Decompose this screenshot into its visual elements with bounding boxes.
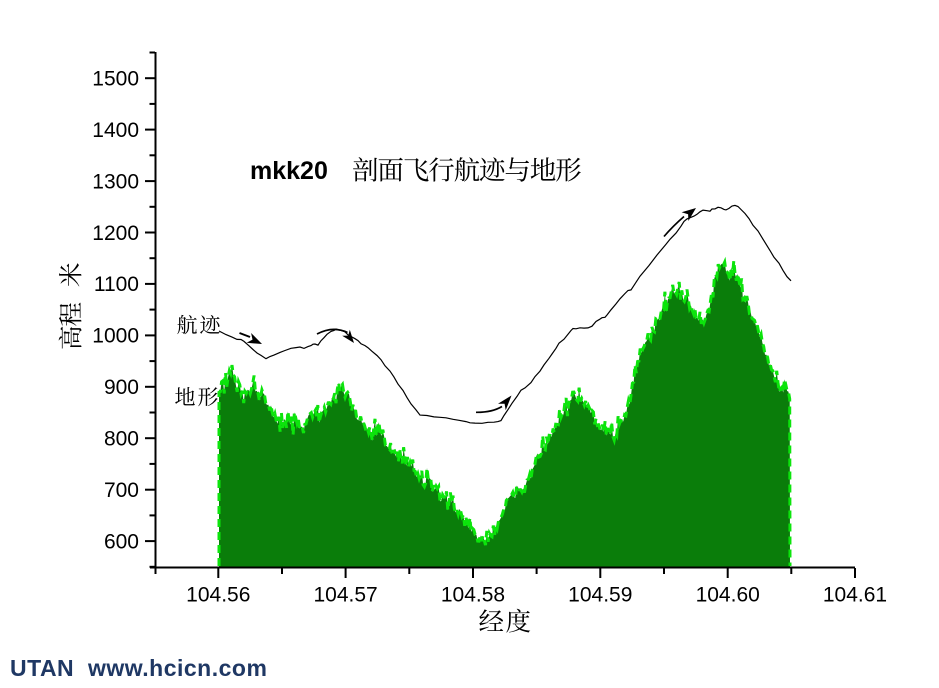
svg-text:104.58: 104.58 xyxy=(441,584,505,607)
svg-text:104.56: 104.56 xyxy=(186,584,250,607)
svg-text:1100: 1100 xyxy=(94,273,139,296)
svg-text:1400: 1400 xyxy=(92,119,139,142)
svg-text:900: 900 xyxy=(104,376,139,399)
svg-text:600: 600 xyxy=(104,530,139,553)
svg-text:104.61: 104.61 xyxy=(823,584,887,607)
svg-text:800: 800 xyxy=(104,428,139,451)
svg-text:1300: 1300 xyxy=(92,170,139,193)
svg-text:700: 700 xyxy=(104,479,139,502)
svg-text:104.57: 104.57 xyxy=(313,584,377,607)
svg-text:UTAN www.hcicn.com: UTAN www.hcicn.com xyxy=(10,655,267,681)
svg-text:104.60: 104.60 xyxy=(696,584,760,607)
svg-text:1200: 1200 xyxy=(92,222,139,245)
svg-text:mkk20: mkk20 xyxy=(250,157,328,185)
svg-text:104.59: 104.59 xyxy=(568,584,632,607)
svg-text:1500: 1500 xyxy=(92,68,139,91)
svg-text:1000: 1000 xyxy=(92,325,139,348)
